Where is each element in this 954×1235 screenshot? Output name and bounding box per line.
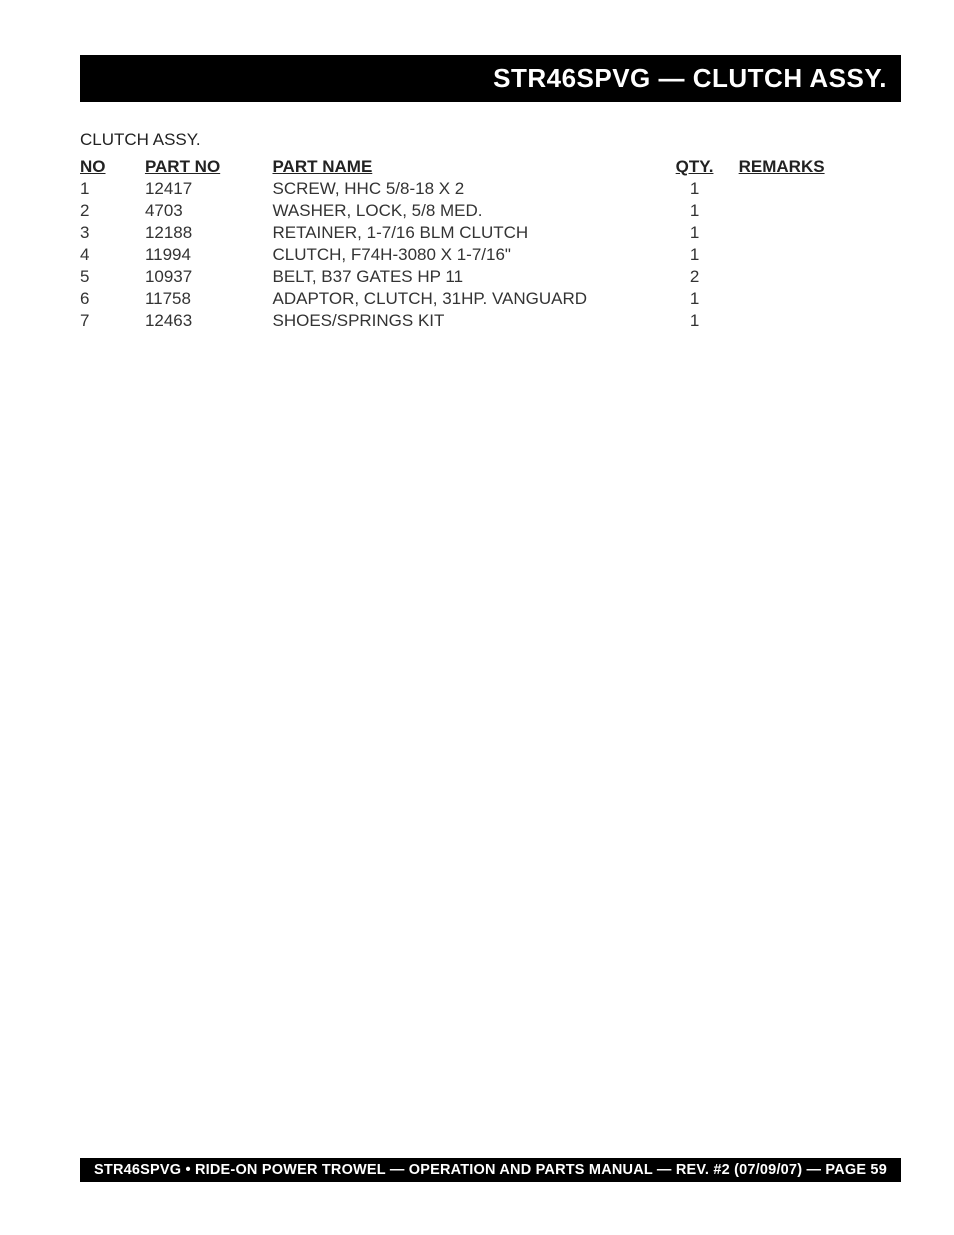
page-footer-bar: STR46SPVG • RIDE-ON POWER TROWEL — OPERA… — [80, 1158, 901, 1182]
cell-partname: CLUTCH, F74H-3080 X 1-7/16" — [272, 244, 650, 266]
cell-partname: BELT, B37 GATES HP 11 — [272, 266, 650, 288]
table-row: 3 12188 RETAINER, 1-7/16 BLM CLUTCH 1 — [80, 222, 901, 244]
col-header-partname: PART NAME — [272, 156, 650, 178]
cell-qty: 1 — [651, 310, 739, 332]
cell-partno: 12463 — [145, 310, 273, 332]
cell-no: 3 — [80, 222, 145, 244]
cell-no: 4 — [80, 244, 145, 266]
table-row: 5 10937 BELT, B37 GATES HP 11 2 — [80, 266, 901, 288]
cell-remarks — [739, 310, 901, 332]
table-row: 7 12463 SHOES/SPRINGS KIT 1 — [80, 310, 901, 332]
cell-partno: 12188 — [145, 222, 273, 244]
table-row: 2 4703 WASHER, LOCK, 5/8 MED. 1 — [80, 200, 901, 222]
table-row: 4 11994 CLUTCH, F74H-3080 X 1-7/16" 1 — [80, 244, 901, 266]
col-header-qty: QTY. — [651, 156, 739, 178]
parts-table-body: 1 12417 SCREW, HHC 5/8-18 X 2 1 2 4703 W… — [80, 178, 901, 332]
cell-remarks — [739, 178, 901, 200]
cell-partno: 10937 — [145, 266, 273, 288]
col-header-no: NO — [80, 156, 145, 178]
cell-qty: 1 — [651, 288, 739, 310]
col-header-partno: PART NO — [145, 156, 273, 178]
cell-partname: RETAINER, 1-7/16 BLM CLUTCH — [272, 222, 650, 244]
cell-remarks — [739, 200, 901, 222]
cell-partname: SCREW, HHC 5/8-18 X 2 — [272, 178, 650, 200]
cell-qty: 2 — [651, 266, 739, 288]
cell-qty: 1 — [651, 244, 739, 266]
col-header-remarks: REMARKS — [739, 156, 901, 178]
table-header-row: NO PART NO PART NAME QTY. REMARKS — [80, 156, 901, 178]
cell-qty: 1 — [651, 200, 739, 222]
cell-remarks — [739, 288, 901, 310]
page-header-bar: STR46SPVG — CLUTCH ASSY. — [80, 55, 901, 102]
cell-remarks — [739, 222, 901, 244]
cell-partno: 4703 — [145, 200, 273, 222]
cell-partno: 11994 — [145, 244, 273, 266]
section-subtitle: CLUTCH ASSY. — [80, 130, 901, 150]
table-row: 1 12417 SCREW, HHC 5/8-18 X 2 1 — [80, 178, 901, 200]
cell-qty: 1 — [651, 178, 739, 200]
page-header-title: STR46SPVG — CLUTCH ASSY. — [493, 63, 887, 93]
parts-table: NO PART NO PART NAME QTY. REMARKS 1 1241… — [80, 156, 901, 332]
cell-partno: 11758 — [145, 288, 273, 310]
cell-no: 6 — [80, 288, 145, 310]
cell-no: 1 — [80, 178, 145, 200]
table-row: 6 11758 ADAPTOR, CLUTCH, 31HP. VANGUARD … — [80, 288, 901, 310]
cell-partno: 12417 — [145, 178, 273, 200]
page-footer-text: STR46SPVG • RIDE-ON POWER TROWEL — OPERA… — [94, 1162, 887, 1178]
cell-remarks — [739, 266, 901, 288]
cell-remarks — [739, 244, 901, 266]
cell-no: 2 — [80, 200, 145, 222]
cell-no: 5 — [80, 266, 145, 288]
cell-partname: ADAPTOR, CLUTCH, 31HP. VANGUARD — [272, 288, 650, 310]
cell-no: 7 — [80, 310, 145, 332]
cell-partname: SHOES/SPRINGS KIT — [272, 310, 650, 332]
cell-qty: 1 — [651, 222, 739, 244]
cell-partname: WASHER, LOCK, 5/8 MED. — [272, 200, 650, 222]
